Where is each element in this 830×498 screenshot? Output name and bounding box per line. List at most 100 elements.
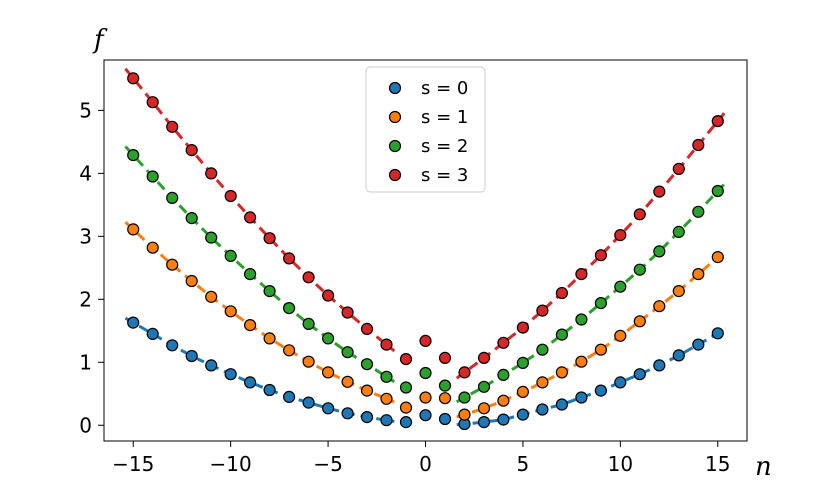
data-point	[399, 353, 413, 366]
data-point	[283, 302, 296, 315]
data-point	[672, 162, 685, 175]
legend-marker	[388, 168, 402, 182]
data-point	[399, 401, 413, 414]
data-point	[497, 336, 510, 349]
data-point	[438, 351, 452, 364]
data-point	[302, 355, 315, 368]
data-point	[419, 334, 432, 347]
x-tick-label: 15	[705, 452, 730, 476]
data-point	[341, 375, 354, 388]
y-tick-label: 2	[79, 287, 92, 311]
data-point	[516, 356, 530, 369]
data-point	[711, 114, 724, 128]
x-tick-label: 5	[517, 452, 530, 476]
data-point	[536, 376, 549, 389]
data-point	[302, 271, 315, 284]
data-point	[594, 384, 608, 397]
data-point	[380, 338, 393, 351]
data-point	[244, 376, 257, 389]
data-point	[497, 413, 510, 426]
data-point	[516, 408, 530, 421]
data-point	[146, 170, 159, 183]
data-point	[166, 120, 179, 133]
data-point	[224, 249, 237, 262]
data-point	[438, 392, 452, 405]
data-point	[594, 249, 608, 262]
data-point	[185, 144, 198, 157]
x-axis-label: n	[755, 452, 772, 482]
data-point	[205, 359, 218, 372]
data-point	[516, 321, 530, 334]
data-point	[224, 189, 237, 203]
data-point	[185, 212, 198, 225]
x-axis-ticks: −15 −10 −5 0 5 10 15	[112, 441, 730, 476]
data-point	[419, 409, 432, 422]
data-point	[380, 392, 393, 405]
data-point	[594, 297, 608, 310]
data-point	[244, 211, 257, 224]
data-point	[360, 384, 374, 397]
legend-marker	[388, 81, 402, 95]
data-point	[575, 268, 588, 281]
data-point	[614, 280, 627, 293]
data-point	[633, 368, 646, 381]
data-point	[692, 338, 705, 351]
data-point	[653, 300, 666, 313]
data-point	[380, 414, 393, 427]
data-point	[360, 358, 374, 371]
data-point	[205, 231, 218, 244]
data-point	[633, 263, 646, 276]
data-point	[322, 289, 335, 302]
data-point	[516, 385, 530, 398]
data-point	[575, 391, 588, 404]
data-point	[166, 339, 179, 352]
data-point	[653, 245, 666, 258]
fit-line	[455, 110, 727, 380]
data-point	[283, 390, 296, 403]
data-point	[185, 349, 198, 363]
x-tick-label: −5	[313, 452, 342, 476]
data-point	[692, 205, 705, 218]
data-point	[536, 343, 549, 356]
data-point	[458, 391, 471, 404]
data-point	[283, 344, 296, 357]
data-point	[692, 138, 705, 152]
fit-line	[124, 67, 396, 353]
y-tick-label: 0	[79, 413, 92, 437]
data-point	[263, 285, 276, 298]
data-point	[263, 332, 276, 345]
data-point	[633, 208, 646, 221]
data-point	[497, 368, 510, 381]
y-tick-label: 4	[79, 161, 92, 185]
data-point	[146, 327, 159, 340]
data-point	[672, 225, 685, 238]
legend-label: s = 3	[421, 165, 468, 186]
data-point	[711, 251, 724, 264]
data-point	[438, 379, 452, 392]
data-point	[438, 412, 452, 426]
data-point	[536, 403, 549, 416]
data-point	[322, 332, 335, 345]
data-point	[360, 411, 374, 424]
x-tick-label: 10	[608, 452, 633, 476]
data-point	[653, 185, 666, 198]
data-point	[692, 268, 705, 281]
data-point	[458, 408, 471, 421]
data-point	[166, 258, 179, 271]
legend-marker	[388, 110, 402, 124]
data-point	[244, 268, 257, 281]
legend-label: s = 1	[421, 107, 468, 128]
data-point	[419, 391, 432, 404]
data-point	[614, 376, 627, 389]
legend-marker	[388, 139, 402, 153]
plot-area	[124, 67, 727, 431]
data-point	[146, 96, 159, 109]
x-tick-label: −15	[112, 452, 154, 476]
data-point	[341, 407, 354, 420]
data-point	[672, 349, 685, 362]
data-point	[555, 398, 569, 411]
data-point	[322, 366, 335, 379]
legend-label: s = 0	[421, 78, 468, 99]
data-point	[477, 416, 491, 429]
